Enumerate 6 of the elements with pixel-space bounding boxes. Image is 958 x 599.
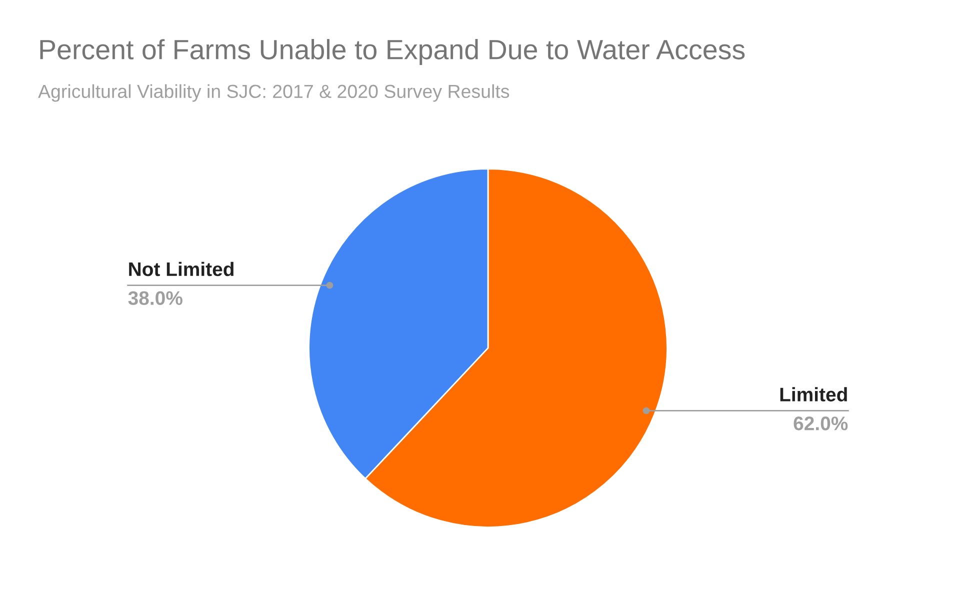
data-label: 38.0%	[128, 291, 182, 306]
chart-title: Percent of Farms Unable to Expand Due to Water Access	[40, 39, 745, 65]
chart-subtitle: Agricultural Viability in SJC: 2017 & 2020 Survey Results	[38, 84, 510, 102]
data-label: 62.0%	[794, 416, 848, 430]
slice-label: Not Limited	[129, 262, 234, 276]
slice-label: Limited	[780, 387, 847, 402]
